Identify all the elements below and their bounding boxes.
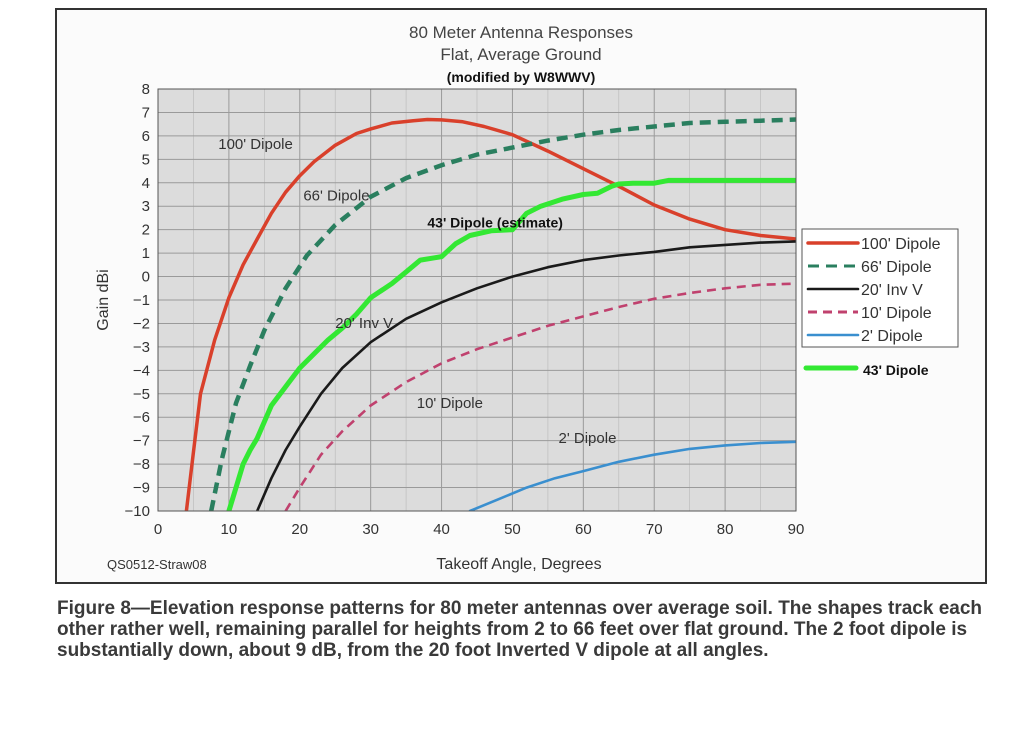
y-tick-label: −7 <box>133 433 150 450</box>
plot-border <box>157 88 797 512</box>
x-tick-label: 70 <box>646 521 663 538</box>
x-tick-label: 90 <box>788 521 805 538</box>
y-tick-label: 4 <box>142 175 150 192</box>
x-tick-label: 40 <box>433 521 450 538</box>
y-tick-label: −9 <box>133 480 150 497</box>
legend-entry: 10' Dipole <box>861 305 932 322</box>
series-line <box>208 117 796 511</box>
legend-entry: 100' Dipole <box>861 236 941 253</box>
x-tick-label: 20 <box>291 521 308 538</box>
y-axis-label: Gain dBi <box>95 269 112 330</box>
y-tick-label: 3 <box>142 198 150 215</box>
series-2 <box>255 240 796 511</box>
curve-label: 10' Dipole <box>417 395 483 412</box>
y-tick-label: 7 <box>142 104 150 121</box>
antenna-response-chart: 0 10 20 30 40 50 60 70 80 90876543210−1−2−3−4−5−6… <box>95 23 959 573</box>
y-tick-label: 2 <box>142 222 150 239</box>
curve-label: 20' Inv V <box>335 315 393 332</box>
chart-subtitle: Flat, Average Ground <box>440 45 601 64</box>
source-label: QS0512-Straw08 <box>107 557 207 572</box>
x-tick-label: 0 <box>154 521 162 538</box>
series-lines <box>184 117 796 511</box>
series-line <box>226 177 796 511</box>
x-tick-label: 80 <box>717 521 734 538</box>
x-tick-label: 10 <box>221 521 238 538</box>
y-tick-label: −4 <box>133 362 150 379</box>
series-line <box>255 240 796 511</box>
series-4 <box>468 440 796 511</box>
series-1 <box>208 117 796 511</box>
y-tick-label: 5 <box>142 151 150 168</box>
y-tick-label: −10 <box>125 503 150 520</box>
series-line <box>184 117 796 511</box>
y-tick-label: −6 <box>133 409 150 426</box>
legend-entry: 66' Dipole <box>861 259 932 276</box>
y-tick-label: −3 <box>133 339 150 356</box>
legend-entry-43: 43' Dipole <box>863 362 929 378</box>
y-tick-label: 8 <box>142 81 150 98</box>
y-tick-label: 1 <box>142 245 150 262</box>
legend-entry: 20' Inv V <box>861 282 923 299</box>
x-tick-label: 30 <box>362 521 379 538</box>
y-tick-label: −2 <box>133 315 150 332</box>
x-tick-label: 60 <box>575 521 592 538</box>
x-axis-label: Takeoff Angle, Degrees <box>436 556 601 573</box>
y-tick-label: −5 <box>133 386 150 403</box>
series-line <box>468 440 796 511</box>
curve-label: 43' Dipole (estimate) <box>427 214 563 230</box>
curve-label: 100' Dipole <box>218 136 293 153</box>
curve-labels: 100' Dipole 66' Dipole 43' Dipole (estimat… <box>218 136 616 447</box>
series-0 <box>184 117 796 511</box>
figure-caption: Figure 8—Elevation response patterns for… <box>57 598 983 661</box>
series-5 <box>226 177 796 511</box>
x-tick-label: 50 <box>504 521 521 538</box>
y-tick-label: −8 <box>133 456 150 473</box>
curve-label: 2' Dipole <box>559 430 617 447</box>
y-tick-label: 0 <box>142 269 150 286</box>
y-tick-label: −1 <box>133 292 150 309</box>
tick-labels: 0 10 20 30 40 50 60 70 80 90876543210−1−2−3−4−5−6… <box>125 81 805 538</box>
curve-label: 66' Dipole <box>303 187 369 204</box>
modified-note: (modified by W8WWV) <box>447 69 596 85</box>
y-tick-label: 6 <box>142 128 150 145</box>
legend: 100' Dipole 66' Dipole 20' Inv V 10' Dipole… <box>801 228 959 378</box>
legend-entry: 2' Dipole <box>861 328 923 345</box>
chart-title: 80 Meter Antenna Responses <box>409 23 633 42</box>
